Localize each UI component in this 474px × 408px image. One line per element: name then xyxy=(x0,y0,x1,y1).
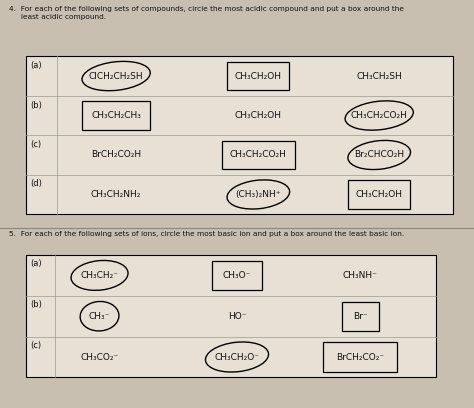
Text: (c): (c) xyxy=(30,140,41,149)
Text: Br₂CHCO₂H: Br₂CHCO₂H xyxy=(354,151,404,160)
Bar xyxy=(26,56,453,214)
Text: CH₃CH₂SH: CH₃CH₂SH xyxy=(356,71,402,80)
Text: CH₃CH₂CO₂H: CH₃CH₂CO₂H xyxy=(230,151,287,160)
Text: (CH₃)₂NH⁺: (CH₃)₂NH⁺ xyxy=(236,190,281,199)
Text: CH₃CH₂OH: CH₃CH₂OH xyxy=(235,111,282,120)
Text: CH₃⁻: CH₃⁻ xyxy=(89,312,110,321)
Text: CH₃CH₂OH: CH₃CH₂OH xyxy=(356,190,403,199)
Text: (d): (d) xyxy=(30,180,42,188)
Text: (b): (b) xyxy=(30,100,42,109)
Text: CH₃CH₂CO₂H: CH₃CH₂CO₂H xyxy=(351,111,408,120)
Text: 5.  For each of the following sets of ions, circle the most basic ion and put a : 5. For each of the following sets of ion… xyxy=(9,231,405,237)
Bar xyxy=(26,255,436,377)
Text: (b): (b) xyxy=(30,300,42,309)
Text: CH₃CH₂CH₃: CH₃CH₂CH₃ xyxy=(91,111,141,120)
Text: CH₃O⁻: CH₃O⁻ xyxy=(223,271,251,280)
Text: ClCH₂CH₂SH: ClCH₂CH₂SH xyxy=(89,71,144,80)
Text: CH₃CO₂⁻: CH₃CO₂⁻ xyxy=(81,353,118,361)
Text: CH₃CH₂⁻: CH₃CH₂⁻ xyxy=(81,271,118,280)
Text: CH₃CH₂OH: CH₃CH₂OH xyxy=(235,71,282,80)
Text: (a): (a) xyxy=(30,61,42,70)
Text: CH₃CH₂O⁻: CH₃CH₂O⁻ xyxy=(215,353,259,361)
Text: Br⁻: Br⁻ xyxy=(353,312,367,321)
Text: CH₃NH⁻: CH₃NH⁻ xyxy=(343,271,378,280)
Text: CH₃CH₂NH₂: CH₃CH₂NH₂ xyxy=(91,190,141,199)
Text: HO⁻: HO⁻ xyxy=(228,312,246,321)
Text: BrCH₂CO₂H: BrCH₂CO₂H xyxy=(91,151,141,160)
Text: (a): (a) xyxy=(30,259,42,268)
Text: BrCH₂CO₂⁻: BrCH₂CO₂⁻ xyxy=(336,353,384,361)
Text: 4.  For each of the following sets of compounds, circle the most acidic compound: 4. For each of the following sets of com… xyxy=(9,6,404,20)
Text: (c): (c) xyxy=(30,341,41,350)
